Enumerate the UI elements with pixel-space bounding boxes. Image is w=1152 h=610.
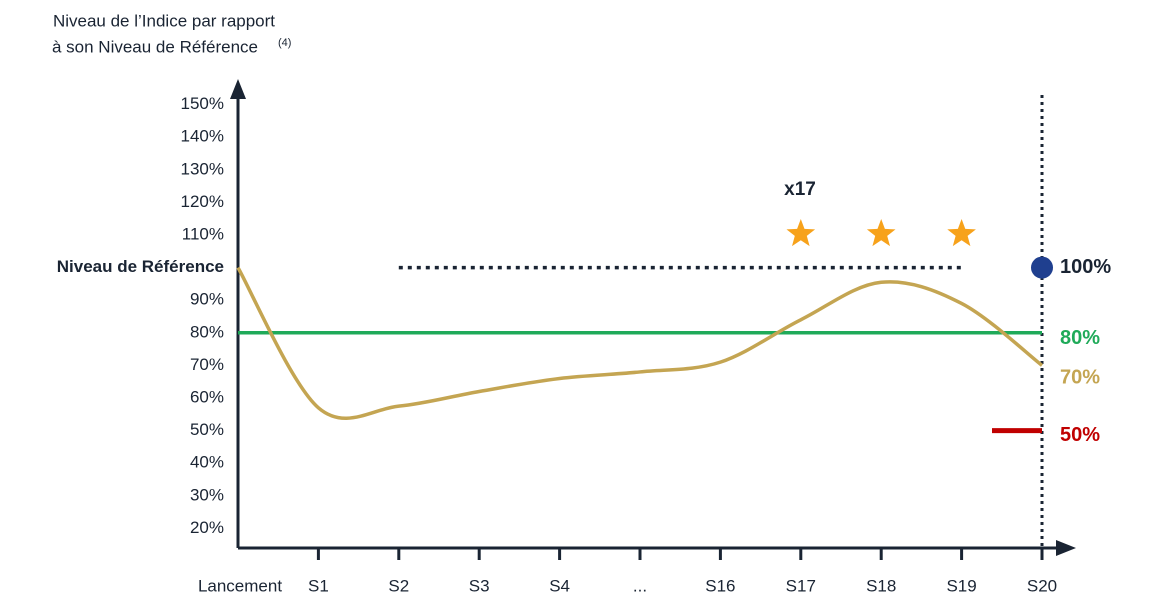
- level-label: 70%: [1060, 367, 1100, 389]
- y-tick-label: 150%: [181, 94, 224, 113]
- y-tick-label: 20%: [190, 518, 224, 537]
- y-tick-label: 80%: [190, 322, 224, 341]
- x-tick-label: S16: [705, 576, 735, 595]
- y-tick-label: 70%: [190, 355, 224, 374]
- star-icon: [947, 219, 976, 247]
- y-axis-title: à son Niveau de Référence: [52, 37, 258, 56]
- y-tick-label: 120%: [181, 192, 224, 211]
- y-tick-label: 60%: [190, 387, 224, 406]
- x-tick-label: S17: [786, 576, 816, 595]
- x-tick-label: S4: [549, 576, 570, 595]
- index-line: [236, 266, 1044, 420]
- x-tick-label: S20: [1027, 576, 1057, 595]
- x-tick-label: S19: [946, 576, 976, 595]
- x-tick-label: S2: [388, 576, 409, 595]
- annotation: x17: [784, 179, 816, 200]
- y-tick-label: 130%: [181, 159, 224, 178]
- final-level-dot: [1031, 256, 1053, 279]
- x-axis-arrow: [1056, 540, 1076, 556]
- star-icon: [866, 219, 896, 247]
- y-tick-label: 40%: [190, 453, 224, 472]
- level-label: 100%: [1060, 256, 1111, 278]
- y-tick-label: Niveau de Référence: [57, 257, 224, 276]
- footnote-ref: (4): [278, 37, 291, 49]
- y-axis-arrow: [230, 79, 246, 99]
- y-tick-label: 140%: [181, 127, 224, 146]
- y-tick-label: 90%: [190, 290, 224, 309]
- x-tick-label: Lancement: [198, 576, 282, 595]
- star-icon: [786, 219, 816, 247]
- x-tick-label: ...: [633, 576, 647, 595]
- level-label: 80%: [1060, 327, 1100, 349]
- x-tick-label: S18: [866, 576, 896, 595]
- x-tick-label: S1: [308, 576, 329, 595]
- x-tick-label: S3: [469, 576, 490, 595]
- y-tick-label: 30%: [190, 485, 224, 504]
- y-tick-label: 110%: [182, 224, 224, 243]
- level-label: 50%: [1060, 424, 1100, 446]
- y-axis-title: Niveau de l’Indice par rapport: [53, 11, 275, 30]
- y-tick-label: 50%: [190, 420, 224, 439]
